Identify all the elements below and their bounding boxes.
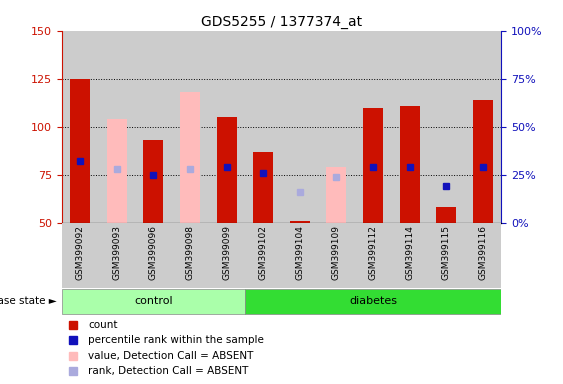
Bar	[464, 31, 501, 223]
Text: control: control	[134, 296, 173, 306]
Text: GSM399112: GSM399112	[369, 225, 377, 280]
Bar	[208, 31, 245, 223]
Bar	[245, 223, 282, 288]
Text: GSM399092: GSM399092	[76, 225, 84, 280]
Text: GSM399104: GSM399104	[296, 225, 304, 280]
Bar	[290, 221, 310, 223]
Bar	[144, 140, 163, 223]
Text: GDS5255 / 1377374_at: GDS5255 / 1377374_at	[201, 15, 362, 29]
Text: GSM399109: GSM399109	[332, 225, 341, 280]
Bar	[99, 31, 135, 223]
Bar	[391, 31, 428, 223]
Bar	[282, 223, 318, 288]
Bar	[436, 207, 456, 223]
Bar	[62, 290, 245, 313]
Text: GSM399116: GSM399116	[479, 225, 487, 280]
Bar	[107, 119, 127, 223]
Bar	[172, 223, 208, 288]
Text: diabetes: diabetes	[349, 296, 397, 306]
Text: disease state ►: disease state ►	[0, 296, 56, 306]
Bar	[282, 31, 318, 223]
Bar	[62, 223, 99, 288]
Bar	[180, 92, 200, 223]
Bar	[208, 223, 245, 288]
Bar	[355, 31, 391, 223]
Bar	[135, 223, 172, 288]
Text: percentile rank within the sample: percentile rank within the sample	[88, 336, 264, 346]
Bar	[318, 223, 355, 288]
Bar	[62, 31, 99, 223]
Bar	[245, 290, 501, 313]
Text: GSM399096: GSM399096	[149, 225, 158, 280]
Bar	[473, 100, 493, 223]
Bar	[391, 223, 428, 288]
Bar	[70, 79, 90, 223]
Bar	[253, 152, 273, 223]
Text: GSM399114: GSM399114	[405, 225, 414, 280]
Bar	[135, 31, 172, 223]
Bar	[363, 108, 383, 223]
Text: GSM399093: GSM399093	[113, 225, 121, 280]
Bar	[355, 223, 391, 288]
Bar	[99, 223, 135, 288]
Bar	[327, 167, 346, 223]
Text: rank, Detection Call = ABSENT: rank, Detection Call = ABSENT	[88, 366, 249, 376]
Bar	[245, 31, 282, 223]
Text: GSM399098: GSM399098	[186, 225, 194, 280]
Text: GSM399102: GSM399102	[259, 225, 267, 280]
Text: count: count	[88, 320, 118, 330]
Text: GSM399115: GSM399115	[442, 225, 450, 280]
Bar	[172, 31, 208, 223]
Bar	[428, 223, 464, 288]
Bar	[318, 31, 355, 223]
Bar	[428, 31, 464, 223]
Bar	[464, 223, 501, 288]
Text: value, Detection Call = ABSENT: value, Detection Call = ABSENT	[88, 351, 254, 361]
Bar	[400, 106, 419, 223]
Text: GSM399099: GSM399099	[222, 225, 231, 280]
Bar	[217, 117, 236, 223]
